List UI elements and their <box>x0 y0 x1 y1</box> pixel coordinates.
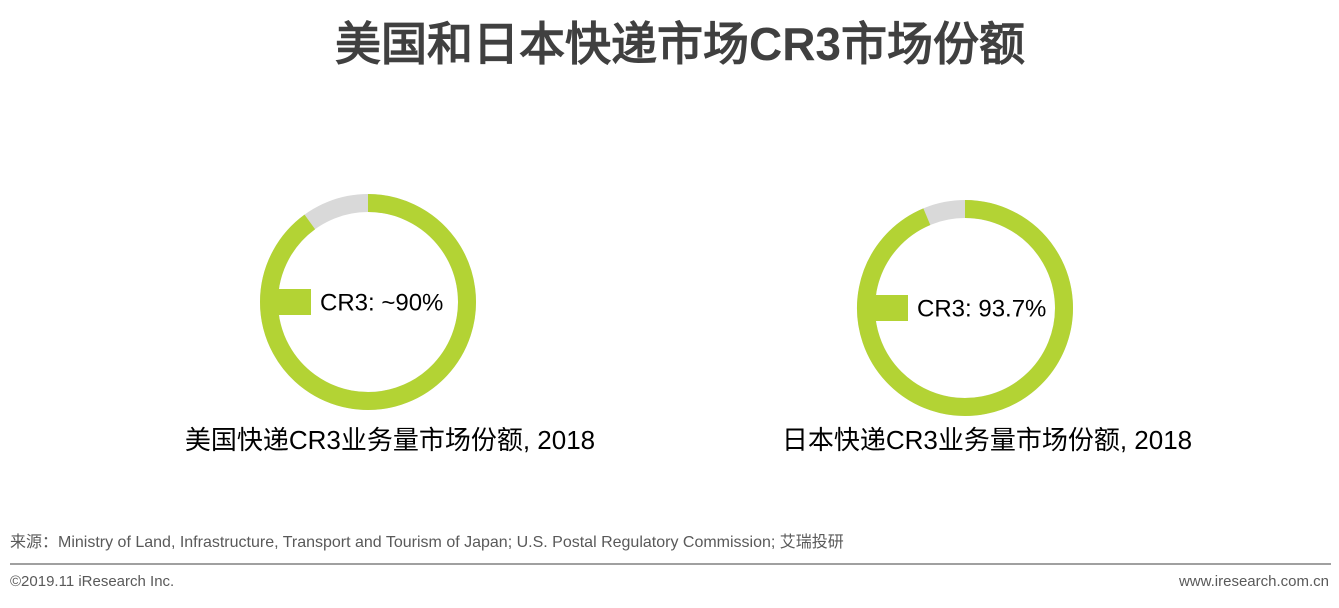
label-tab <box>873 295 908 321</box>
donut-arc <box>857 200 1073 416</box>
donut-arc <box>260 194 476 410</box>
page-title: 美国和日本快递市场CR3市场份额 <box>335 18 1025 70</box>
value-label: CR3: ~90% <box>320 289 443 316</box>
chart-subtitle: 美国快递CR3业务量市场份额, 2018 <box>185 425 595 455</box>
copyright: ©2019.11 iResearch Inc. <box>10 573 174 590</box>
source: 来源：Ministry of Land, Infrastructure, Tra… <box>10 533 844 551</box>
chart-subtitle: 日本快递CR3业务量市场份额, 2018 <box>782 425 1192 455</box>
label-tab <box>276 289 311 315</box>
value-label: CR3: 93.7% <box>917 295 1046 322</box>
website: www.iresearch.com.cn <box>1178 573 1329 590</box>
